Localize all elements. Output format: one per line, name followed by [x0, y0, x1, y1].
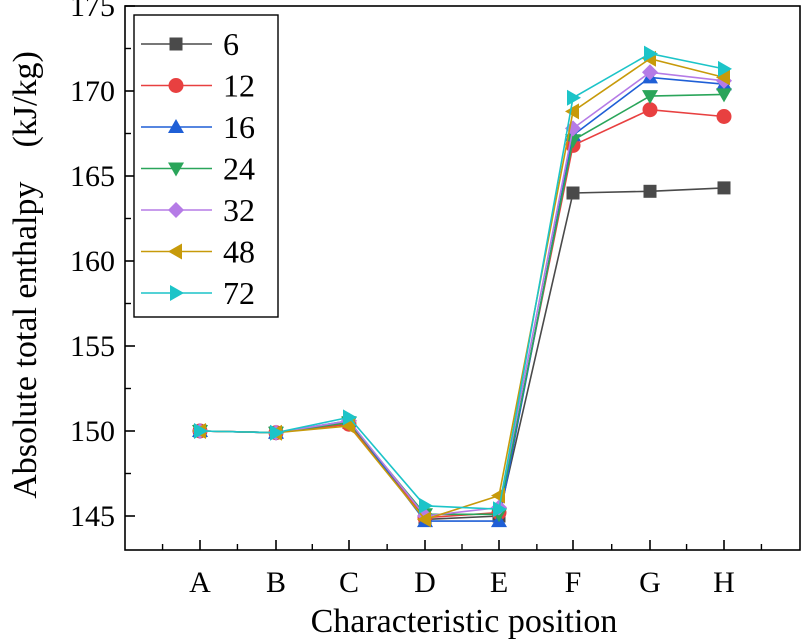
legend-label: 72 [223, 275, 255, 311]
series-72-point-B [270, 424, 284, 441]
series-6-point-G [643, 184, 657, 198]
y-tick-label: 170 [70, 75, 115, 108]
x-tick-label: H [713, 566, 735, 599]
legend-marker [169, 37, 183, 51]
series-72 [194, 45, 732, 518]
y-tick-label: 175 [70, 0, 115, 23]
legend-entry-48: 48 [141, 234, 255, 270]
y-tick-label: 165 [70, 160, 115, 193]
series-24-point-H [716, 88, 732, 103]
series-72-point-F [567, 89, 581, 106]
legend-label: 48 [223, 234, 255, 270]
series-12-point-G [642, 102, 658, 118]
legend-entry-16: 16 [141, 109, 255, 145]
series-72-point-E [493, 501, 507, 518]
legend-entry-12: 12 [141, 68, 255, 104]
legend-label: 6 [223, 26, 239, 62]
y-axis-ticks: 145 150 155 160 165 170 175 [70, 0, 135, 533]
y-axis-title: Absolute total enthalpy (kJ/kg) [7, 51, 44, 499]
series-72-point-H [718, 60, 732, 77]
y-tick-label: 160 [70, 245, 115, 278]
legend-label: 32 [223, 192, 255, 228]
legend-marker [168, 162, 184, 177]
series-12-point-H [716, 109, 732, 124]
series-72-line [199, 52, 725, 511]
series-72-point-G [644, 45, 658, 62]
x-tick-label: B [266, 566, 286, 599]
series-6-point-F [566, 186, 580, 200]
legend-entry-72: 72 [141, 275, 255, 311]
legend-marker [168, 119, 184, 133]
y-tick-label: 145 [70, 500, 115, 533]
x-tick-label: A [189, 566, 211, 599]
legend-entry-32: 32 [141, 192, 255, 228]
legend-label: 12 [223, 68, 255, 104]
series-48-point-F [565, 103, 579, 120]
series-72-point-C [343, 409, 357, 426]
x-axis-title: Characteristic position [311, 603, 618, 640]
legend-marker [170, 285, 184, 301]
series-72-point-A [194, 423, 208, 439]
legend-marker [168, 202, 184, 218]
series-layer [192, 45, 732, 528]
y-tick-label: 155 [70, 330, 115, 363]
x-tick-label: D [414, 566, 436, 599]
x-tick-label: C [339, 566, 359, 599]
legend-marker [168, 78, 184, 93]
x-tick-label: G [639, 566, 661, 599]
legend-entry-6: 6 [141, 26, 239, 62]
series-48-point-D [417, 511, 431, 528]
x-axis-ticks: A B C D E F G H [161, 540, 763, 599]
legend-label: 16 [223, 109, 255, 145]
legend-marker [168, 243, 182, 260]
y-tick-label: 150 [70, 415, 115, 448]
x-tick-label: F [565, 566, 582, 599]
series-48-point-H [716, 69, 730, 86]
series-48-point-C [341, 417, 355, 434]
legend-entry-24: 24 [141, 151, 255, 187]
legend-box [133, 14, 279, 318]
series-32-point-G [642, 64, 658, 81]
legend: 6 12 16 24 32 48 72 [133, 14, 279, 318]
legend-label: 24 [223, 151, 255, 187]
series-24-point-G [642, 90, 658, 105]
series-6-point-H [717, 181, 731, 195]
series-24-point-F [565, 134, 581, 149]
series-72-point-D [419, 497, 433, 514]
x-tick-label: E [490, 566, 508, 599]
